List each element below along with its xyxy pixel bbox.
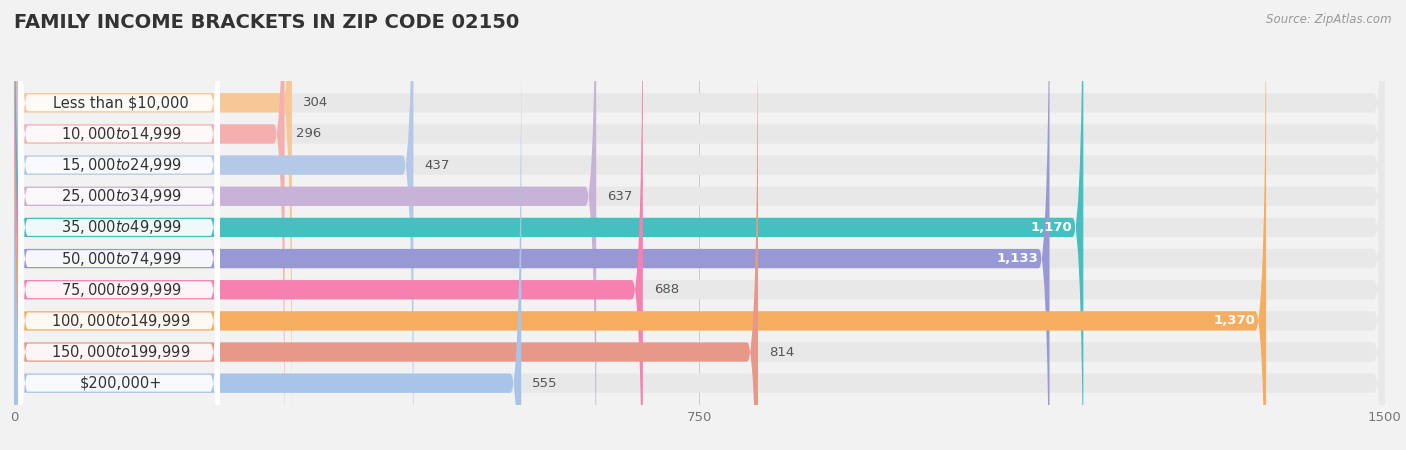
FancyBboxPatch shape <box>18 0 219 450</box>
Text: 555: 555 <box>533 377 558 390</box>
FancyBboxPatch shape <box>14 19 1385 450</box>
FancyBboxPatch shape <box>14 0 1385 450</box>
Text: 296: 296 <box>295 127 321 140</box>
Text: $50,000 to $74,999: $50,000 to $74,999 <box>60 250 181 268</box>
FancyBboxPatch shape <box>18 0 219 450</box>
FancyBboxPatch shape <box>14 0 1385 450</box>
Text: 437: 437 <box>425 158 450 171</box>
Text: $25,000 to $34,999: $25,000 to $34,999 <box>60 187 181 205</box>
Text: $10,000 to $14,999: $10,000 to $14,999 <box>60 125 181 143</box>
Text: $35,000 to $49,999: $35,000 to $49,999 <box>60 218 181 236</box>
FancyBboxPatch shape <box>14 0 1385 450</box>
FancyBboxPatch shape <box>14 0 1049 450</box>
FancyBboxPatch shape <box>14 0 1267 450</box>
Text: $100,000 to $149,999: $100,000 to $149,999 <box>51 312 191 330</box>
FancyBboxPatch shape <box>18 0 219 450</box>
FancyBboxPatch shape <box>14 0 1385 450</box>
FancyBboxPatch shape <box>14 0 1084 450</box>
Text: 688: 688 <box>654 283 679 296</box>
FancyBboxPatch shape <box>14 0 1385 450</box>
Text: 1,370: 1,370 <box>1213 315 1256 328</box>
Text: Less than $10,000: Less than $10,000 <box>53 95 188 110</box>
FancyBboxPatch shape <box>18 0 219 437</box>
Text: 814: 814 <box>769 346 794 359</box>
Text: $15,000 to $24,999: $15,000 to $24,999 <box>60 156 181 174</box>
Text: 637: 637 <box>607 190 633 203</box>
Text: 1,133: 1,133 <box>997 252 1039 265</box>
FancyBboxPatch shape <box>18 0 219 450</box>
FancyBboxPatch shape <box>18 0 219 406</box>
Text: Source: ZipAtlas.com: Source: ZipAtlas.com <box>1267 14 1392 27</box>
FancyBboxPatch shape <box>14 0 284 450</box>
FancyBboxPatch shape <box>18 18 219 450</box>
Text: 304: 304 <box>302 96 328 109</box>
FancyBboxPatch shape <box>14 0 1385 450</box>
FancyBboxPatch shape <box>14 19 522 450</box>
Text: $150,000 to $199,999: $150,000 to $199,999 <box>51 343 191 361</box>
FancyBboxPatch shape <box>18 49 219 450</box>
FancyBboxPatch shape <box>14 0 643 450</box>
FancyBboxPatch shape <box>18 0 219 450</box>
FancyBboxPatch shape <box>14 0 1385 450</box>
FancyBboxPatch shape <box>14 0 292 450</box>
Text: $200,000+: $200,000+ <box>80 376 162 391</box>
FancyBboxPatch shape <box>14 0 1385 450</box>
Text: FAMILY INCOME BRACKETS IN ZIP CODE 02150: FAMILY INCOME BRACKETS IN ZIP CODE 02150 <box>14 14 519 32</box>
Text: $75,000 to $99,999: $75,000 to $99,999 <box>60 281 181 299</box>
FancyBboxPatch shape <box>14 0 413 450</box>
FancyBboxPatch shape <box>14 0 596 450</box>
FancyBboxPatch shape <box>14 0 1385 450</box>
FancyBboxPatch shape <box>18 80 219 450</box>
FancyBboxPatch shape <box>14 0 758 450</box>
Text: 1,170: 1,170 <box>1031 221 1073 234</box>
